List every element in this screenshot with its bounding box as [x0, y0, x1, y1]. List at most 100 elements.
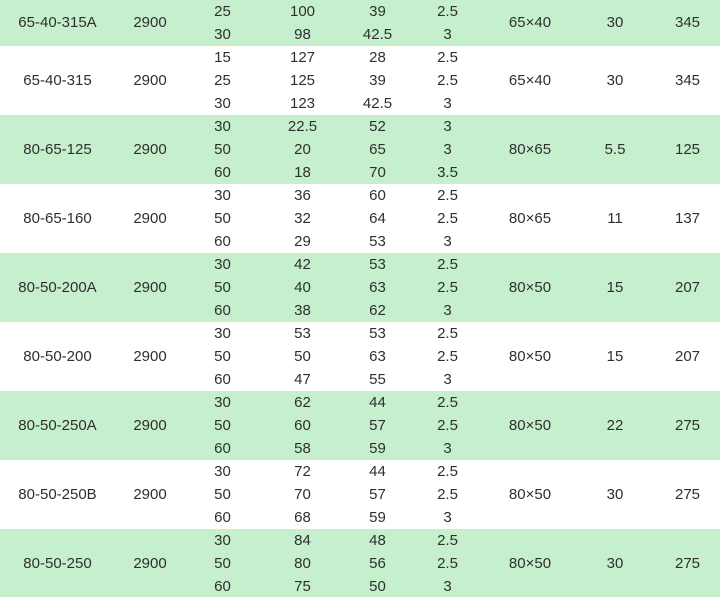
npsh-cell: 2.5 — [437, 49, 458, 66]
motor-power-cell: 5.5 — [604, 141, 626, 158]
flow-cell: 30 — [214, 256, 231, 273]
model-cell: 65-40-315 — [23, 72, 92, 89]
efficiency-cell: 60 — [369, 187, 386, 204]
port-size-cell: 80×50 — [508, 348, 552, 365]
model-cell: 80-50-200A — [18, 279, 97, 296]
weight-cell: 345 — [674, 72, 701, 89]
weight-cell: 207 — [674, 348, 701, 365]
motor-power-cell: 15 — [606, 348, 624, 365]
efficiency-cell: 44 — [369, 463, 386, 480]
head-cell: 18 — [294, 164, 311, 181]
flow-cell: 60 — [214, 164, 231, 181]
flow-cell: 60 — [214, 440, 231, 457]
flow-cell: 50 — [214, 417, 231, 434]
efficiency-cell: 57 — [369, 486, 386, 503]
port-size-cell: 65×40 — [508, 72, 552, 89]
head-cell: 75 — [294, 577, 311, 595]
flow-cell: 30 — [214, 325, 231, 342]
efficiency-cell: 28 — [369, 49, 386, 66]
efficiency-cell: 53 — [369, 256, 386, 273]
npsh-cell: 3 — [443, 302, 452, 319]
flow-cell: 60 — [214, 302, 231, 319]
head-cell: 70 — [294, 486, 311, 503]
efficiency-cell: 64 — [369, 210, 386, 227]
table-row: 80-50-200A 2900 30 42 53 2.5 80×50 15 207 — [0, 253, 720, 296]
npsh-cell: 2.5 — [437, 187, 458, 204]
head-cell: 68 — [294, 509, 311, 526]
flow-cell: 30 — [214, 532, 231, 549]
flow-cell: 50 — [214, 210, 231, 227]
head-cell: 125 — [289, 72, 316, 89]
efficiency-cell: 39 — [369, 3, 386, 20]
head-cell: 38 — [294, 302, 311, 319]
npsh-cell: 3 — [443, 233, 452, 250]
head-cell: 80 — [294, 555, 311, 572]
npsh-cell: 3 — [443, 26, 452, 43]
flow-cell: 25 — [214, 72, 231, 89]
flow-cell: 60 — [214, 233, 231, 250]
speed-cell: 2900 — [133, 417, 167, 434]
motor-power-cell: 30 — [606, 486, 624, 503]
head-cell: 29 — [294, 233, 311, 250]
port-size-cell: 80×50 — [508, 279, 552, 296]
motor-power-cell: 15 — [606, 279, 624, 296]
flow-cell: 30 — [214, 463, 231, 480]
weight-cell: 345 — [674, 14, 701, 31]
efficiency-cell: 62 — [369, 302, 386, 319]
efficiency-cell: 56 — [369, 555, 386, 572]
table-row: 80-65-160 2900 30 36 60 2.5 80×65 11 137 — [0, 184, 720, 227]
head-cell: 20 — [294, 141, 311, 158]
flow-cell: 60 — [214, 577, 231, 595]
model-cell: 80-65-160 — [23, 210, 92, 227]
weight-cell: 137 — [674, 210, 701, 227]
head-cell: 22.5 — [287, 118, 318, 135]
npsh-cell: 3 — [443, 95, 452, 112]
table-row: 80-50-250A 2900 30 62 44 2.5 80×50 22 275 — [0, 391, 720, 434]
table-row: 65-40-315 2900 15 127 28 2.5 65×40 30 345 — [0, 46, 720, 89]
flow-cell: 15 — [214, 49, 231, 66]
port-size-cell: 80×50 — [508, 554, 552, 572]
efficiency-cell: 42.5 — [362, 95, 393, 112]
flow-cell: 30 — [214, 95, 231, 112]
speed-cell: 2900 — [133, 141, 167, 158]
npsh-cell: 2.5 — [437, 555, 458, 572]
efficiency-cell: 44 — [369, 394, 386, 411]
npsh-cell: 2.5 — [437, 256, 458, 273]
efficiency-cell: 50 — [369, 577, 386, 595]
flow-cell: 60 — [214, 509, 231, 526]
model-cell: 80-50-250 — [23, 554, 92, 572]
model-cell: 80-65-125 — [23, 141, 92, 158]
table-row: 80-50-200 2900 30 53 53 2.5 80×50 15 207 — [0, 322, 720, 365]
flow-cell: 30 — [214, 394, 231, 411]
npsh-cell: 3 — [443, 141, 452, 158]
speed-cell: 2900 — [133, 72, 167, 89]
flow-cell: 60 — [214, 371, 231, 388]
efficiency-cell: 63 — [369, 348, 386, 365]
table-row: 80-65-125 2900 30 22.5 52 3 80×65 5.5 125 — [0, 115, 720, 158]
npsh-cell: 2.5 — [437, 72, 458, 89]
head-cell: 100 — [289, 3, 316, 20]
head-cell: 123 — [289, 95, 316, 112]
head-cell: 53 — [294, 325, 311, 342]
model-cell: 80-50-250A — [18, 417, 97, 434]
efficiency-cell: 65 — [369, 141, 386, 158]
model-cell: 80-50-200 — [23, 348, 92, 365]
npsh-cell: 2.5 — [437, 417, 458, 434]
flow-cell: 30 — [214, 26, 231, 43]
flow-cell: 50 — [214, 555, 231, 572]
npsh-cell: 3 — [443, 118, 452, 135]
table-row: 65-40-315A 2900 25 100 39 2.5 65×40 30 345 — [0, 0, 720, 31]
speed-cell: 2900 — [133, 348, 167, 365]
npsh-cell: 2.5 — [437, 486, 458, 503]
model-cell: 65-40-315A — [18, 14, 97, 31]
flow-cell: 30 — [214, 187, 231, 204]
head-cell: 42 — [294, 256, 311, 273]
efficiency-cell: 70 — [369, 164, 386, 181]
motor-power-cell: 11 — [607, 210, 623, 227]
weight-cell: 275 — [674, 486, 701, 503]
npsh-cell: 2.5 — [437, 279, 458, 296]
efficiency-cell: 57 — [369, 417, 386, 434]
motor-power-cell: 30 — [606, 72, 624, 89]
